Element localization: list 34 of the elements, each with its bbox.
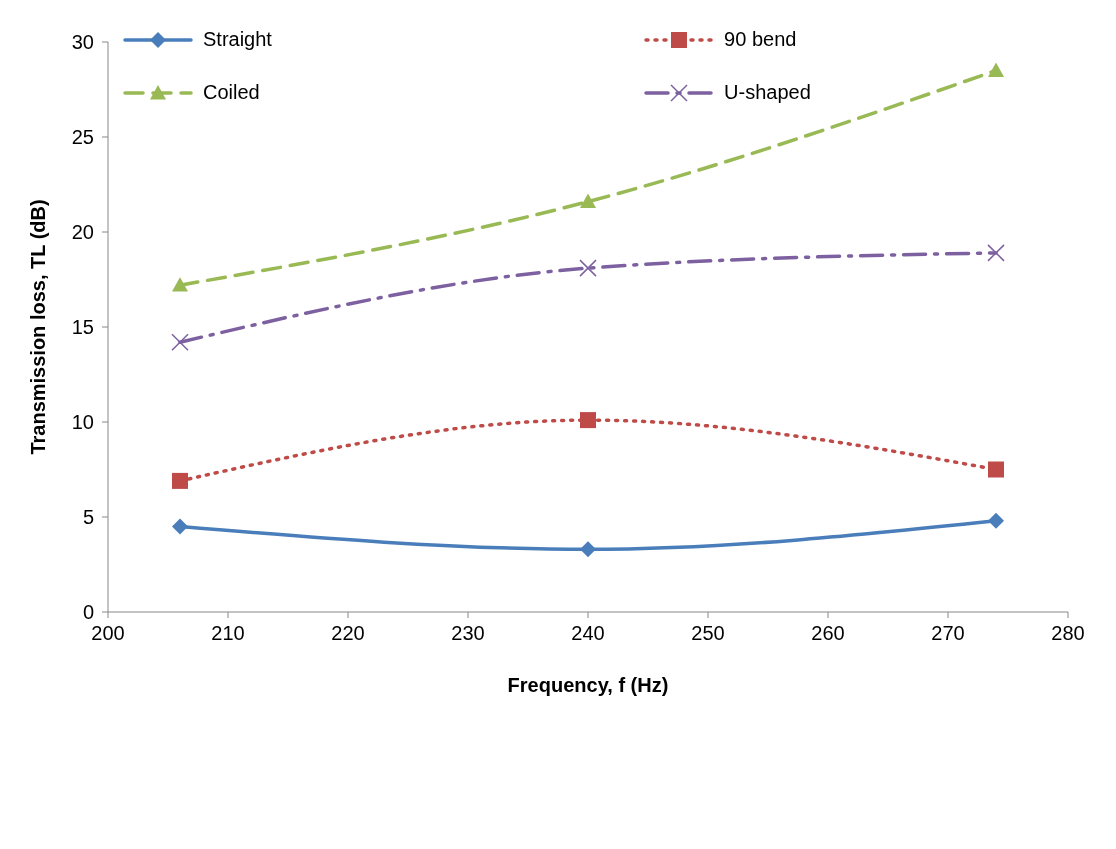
x-axis-title: Frequency, f (Hz) — [507, 674, 669, 696]
point — [171, 333, 189, 351]
y-tick-label: 25 — [71, 126, 94, 149]
point — [579, 259, 597, 277]
x-tick-label: 250 — [691, 622, 725, 645]
x-tick-label: 200 — [91, 622, 125, 645]
y-axis-title: Transmission loss, TL (dB) — [27, 199, 50, 455]
legend-label: Straight — [203, 28, 272, 51]
point — [172, 472, 188, 489]
point — [580, 193, 596, 208]
x-tick-label: 270 — [931, 622, 965, 645]
y-tick-label: 10 — [71, 411, 94, 434]
point — [172, 277, 188, 292]
point — [580, 541, 596, 558]
point — [172, 518, 188, 535]
y-tick-label: 0 — [82, 601, 94, 624]
point — [988, 461, 1004, 478]
point — [988, 512, 1004, 529]
x-tick-label: 240 — [571, 622, 605, 645]
point — [987, 244, 1005, 262]
point — [580, 412, 596, 429]
x-tick-label: 220 — [331, 622, 365, 645]
y-tick-label: 15 — [71, 316, 94, 339]
y-tick-label: 30 — [71, 31, 94, 54]
x-tick-label: 210 — [211, 622, 245, 645]
legend-label: Coiled — [203, 81, 260, 104]
legend-label: U-shaped — [724, 81, 811, 104]
y-tick-label: 20 — [71, 221, 94, 244]
legend-label: 90 bend — [724, 28, 797, 51]
x-tick-label: 230 — [451, 622, 485, 645]
x-tick-label: 280 — [1051, 622, 1085, 645]
point — [988, 62, 1004, 77]
x-tick-label: 260 — [811, 622, 845, 645]
y-tick-label: 5 — [82, 506, 94, 529]
